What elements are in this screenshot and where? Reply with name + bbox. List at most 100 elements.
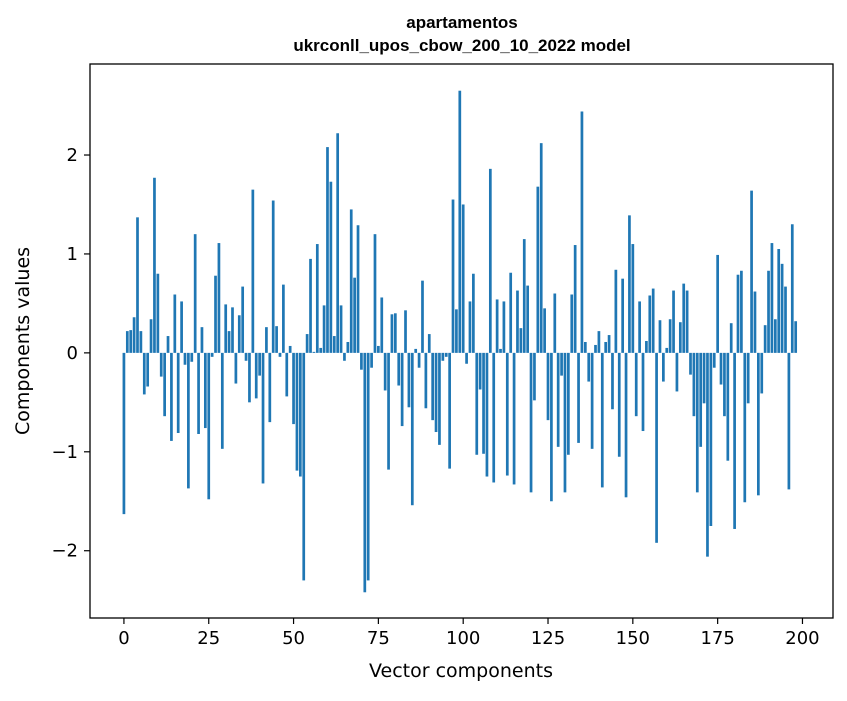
bar-24 — [203, 352, 207, 429]
bar-92 — [434, 352, 438, 433]
bar-154 — [645, 341, 648, 353]
bar-184 — [746, 352, 750, 404]
bar-111 — [499, 348, 502, 353]
bar-114 — [509, 272, 513, 353]
bar-9 — [153, 177, 156, 353]
bar-62 — [332, 336, 336, 353]
chart-title: apartamentos — [406, 13, 517, 32]
bar-18 — [183, 352, 187, 365]
bar-166 — [685, 290, 689, 353]
bar-23 — [200, 327, 204, 353]
bar-47 — [282, 284, 285, 353]
bar-164 — [678, 322, 682, 353]
x-tick-label: 0 — [118, 628, 129, 649]
bar-53 — [302, 352, 306, 581]
bar-176 — [719, 352, 723, 385]
bar-73 — [370, 352, 373, 368]
bar-15 — [173, 294, 177, 353]
bar-43 — [268, 352, 272, 423]
bar-174 — [712, 352, 716, 368]
bar-161 — [668, 319, 672, 353]
bar-109 — [492, 352, 496, 483]
x-tick-label: 125 — [531, 628, 565, 649]
bar-134 — [577, 352, 580, 443]
bar-135 — [580, 111, 584, 353]
bar-147 — [621, 278, 625, 353]
bar-39 — [254, 352, 258, 399]
bar-66 — [346, 341, 350, 353]
bar-157 — [655, 352, 658, 543]
bar-22 — [197, 352, 200, 434]
bar-117 — [519, 328, 523, 353]
bar-14 — [170, 352, 173, 441]
bar-169 — [695, 352, 699, 493]
bar-185 — [750, 190, 753, 353]
bar-35 — [241, 286, 245, 353]
bar-196 — [787, 352, 791, 490]
bar-86 — [414, 348, 418, 353]
bar-186 — [753, 291, 757, 353]
bar-34 — [237, 315, 241, 353]
bar-56 — [312, 351, 316, 353]
bar-197 — [790, 224, 794, 353]
bar-112 — [502, 301, 506, 353]
bar-76 — [380, 297, 384, 353]
bar-25 — [207, 352, 211, 500]
bar-102 — [468, 301, 472, 353]
bar-148 — [624, 352, 628, 498]
bar-30 — [224, 304, 228, 353]
bar-172 — [706, 352, 709, 557]
x-axis: 0 25 50 75 100 125 150 175 200 — [118, 618, 820, 649]
bar-187 — [757, 352, 760, 496]
bar-142 — [604, 341, 608, 353]
bar-5 — [139, 331, 143, 353]
bar-138 — [590, 352, 594, 449]
bar-149 — [628, 215, 631, 353]
bar-88 — [421, 280, 424, 353]
bar-128 — [556, 352, 560, 447]
bar-49 — [288, 345, 292, 353]
bar-123 — [539, 143, 543, 353]
bar-125 — [546, 352, 550, 421]
bar-116 — [516, 290, 519, 353]
x-tick-label: 200 — [785, 628, 819, 649]
bar-32 — [231, 307, 234, 353]
bar-57 — [315, 244, 319, 353]
bar-17 — [180, 301, 183, 353]
bar-133 — [573, 245, 577, 353]
bar-158 — [658, 320, 662, 353]
bar-193 — [777, 249, 781, 353]
bar-159 — [662, 352, 665, 382]
bar-180 — [733, 352, 736, 529]
x-tick-label: 50 — [282, 628, 305, 649]
bar-95 — [444, 352, 448, 357]
bar-137 — [587, 352, 591, 382]
bar-64 — [339, 305, 343, 353]
bar-7 — [146, 352, 150, 387]
bar-120 — [529, 352, 533, 493]
bar-121 — [533, 352, 536, 401]
bar-100 — [461, 204, 465, 353]
bar-104 — [475, 352, 479, 455]
bar-129 — [560, 352, 563, 376]
bar-145 — [614, 269, 618, 353]
bar-97 — [451, 199, 455, 353]
x-axis-label: Vector components — [369, 660, 553, 682]
bar-21 — [193, 234, 197, 353]
bar-2 — [129, 330, 133, 353]
bar-177 — [723, 352, 726, 417]
bar-0 — [122, 352, 126, 515]
bar-78 — [387, 352, 390, 470]
bar-79 — [390, 314, 394, 353]
bar-168 — [692, 352, 696, 417]
bar-108 — [488, 168, 492, 353]
bar-20 — [190, 352, 194, 362]
bar-167 — [689, 352, 692, 375]
bar-10 — [156, 273, 160, 353]
bar-99 — [458, 90, 462, 353]
y-tick-label: 2 — [67, 145, 78, 166]
bar-146 — [617, 352, 621, 457]
y-tick-label: −1 — [51, 442, 78, 463]
bar-119 — [526, 285, 530, 353]
y-tick-label: 0 — [67, 343, 78, 364]
